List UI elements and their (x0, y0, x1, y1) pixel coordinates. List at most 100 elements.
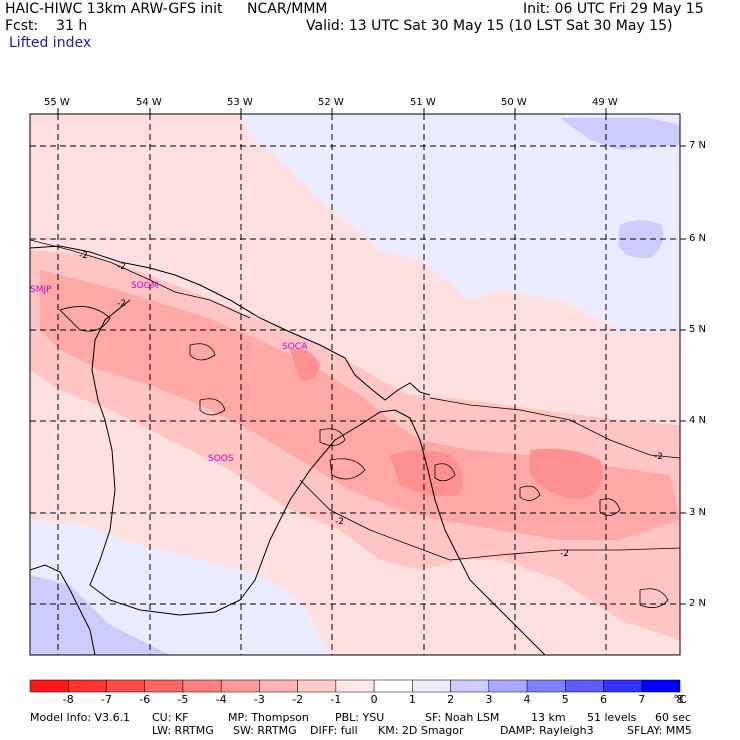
footer-diff: DIFF: full (310, 724, 358, 737)
contour-minus2-h (429, 397, 680, 459)
negative-li-max-2 (530, 448, 603, 500)
colorbar-swatch (526, 679, 566, 693)
footer-sf: SF: Noah LSM (425, 711, 500, 724)
station-label: SMJP (30, 285, 52, 295)
map-fields (30, 114, 680, 655)
colorbar-swatch (220, 679, 260, 693)
contour-minus2-e (319, 428, 346, 446)
map-ticks (57, 108, 686, 605)
colorbar-unit: °C (673, 693, 687, 706)
colorbar-tick-label: -4 (215, 693, 227, 706)
latitude-label: 2 N (689, 598, 707, 609)
station-label: SOOS (208, 454, 234, 464)
latitude-label: 3 N (689, 507, 707, 518)
longitude-label: 52 W (318, 97, 344, 108)
coastline-north (30, 245, 431, 401)
footer-km: KM: 2D Smagor (378, 724, 464, 737)
latitude-label: 6 N (689, 233, 707, 244)
colorbar-tick-label: 5 (561, 693, 569, 706)
colorbar-swatch (488, 679, 528, 693)
country-border (89, 299, 546, 655)
longitude-label: 55 W (44, 97, 70, 108)
model-title: HAIC-HIWC 13km ARW-GFS init (5, 1, 223, 17)
contour-label: -2 (117, 262, 126, 272)
colorbar-tick-label: -1 (330, 693, 342, 706)
colorbar-tick-label: 3 (485, 693, 493, 706)
contour-minus2-l (639, 588, 669, 608)
colorbar-tick-label: -7 (100, 693, 112, 706)
negative-li-max-3 (290, 349, 320, 381)
footer-cu: CU: KF (152, 711, 189, 724)
colorbar-swatch (182, 679, 222, 693)
colorbar-swatch (565, 679, 604, 693)
positive-li-ne (240, 114, 680, 330)
footer-timestep: 60 sec (655, 711, 692, 724)
footer-model-info: Model Info: V3.6.1 (30, 711, 131, 724)
colorbar-tick-label: 1 (408, 693, 416, 706)
colorbar-tick-label: 6 (600, 693, 608, 706)
contour-minus2-f (329, 458, 366, 480)
colorbar-tick-label: 7 (638, 693, 646, 706)
negative-li-max-1 (390, 450, 464, 497)
contour-label: -2 (117, 299, 126, 309)
footer-sflay: SFLAY: MM5 (627, 724, 692, 737)
longitude-label: 53 W (227, 97, 253, 108)
colorbar-tick-label: -8 (62, 693, 74, 706)
colorbar-swatch (67, 679, 107, 693)
colorbar-swatch (412, 679, 451, 693)
contour-label: -2 (79, 251, 88, 261)
footer-resolution: 13 km (531, 711, 566, 724)
contour-minus2-d (199, 398, 226, 416)
latitude-label: 7 N (689, 140, 707, 151)
station-label: SOCA (282, 342, 308, 352)
colorbar-swatch (297, 679, 337, 693)
positive-li-ne-core (560, 118, 680, 150)
contour-label: -2 (335, 517, 344, 527)
colorbar-tick-label: -3 (253, 693, 265, 706)
latitude-label: 4 N (689, 415, 707, 426)
colorbar-swatch (29, 679, 69, 693)
lat-lon-grid (30, 114, 680, 655)
longitude-label: 50 W (501, 97, 527, 108)
contour-minus2-k (599, 498, 621, 516)
colorbar-swatch (259, 679, 298, 693)
footer-sw: SW: RRTMG (233, 724, 297, 737)
map-frame (29, 113, 681, 656)
positive-li-sw-core (30, 575, 170, 655)
longitude-label: 49 W (592, 97, 618, 108)
footer-mp: MP: Thompson (228, 711, 309, 724)
contour-label: -2 (560, 549, 569, 559)
contour-minus2-i (434, 463, 456, 482)
contour-minus2-b (59, 306, 111, 332)
colorbar-tick-label: 0 (370, 693, 378, 706)
colorbar-swatch (603, 679, 643, 693)
colorbar-tick-label: 2 (447, 693, 455, 706)
colorbar-tick-label: -6 (139, 693, 151, 706)
footer-levels: 51 levels (587, 711, 637, 724)
border-southwest (30, 564, 96, 655)
colorbar-swatch (641, 679, 681, 693)
colorbar-tick-label: -5 (177, 693, 189, 706)
contour-minus2-c (189, 343, 216, 361)
contour-minus2-j (519, 485, 541, 501)
contour-label: -2 (654, 452, 663, 462)
colorbar-swatch (106, 679, 145, 693)
latitude-label: 5 N (689, 324, 707, 335)
longitude-label: 51 W (410, 97, 436, 108)
station-label: SOGM (131, 281, 159, 291)
colorbar-tick-label: 4 (523, 693, 531, 706)
footer-pbl: PBL: YSU (335, 711, 385, 724)
colorbar-swatch (335, 679, 375, 693)
colorbar-tick-label: -2 (292, 693, 304, 706)
forecast-hour: Fcst: 31 h (5, 18, 88, 34)
negative-li-core (40, 270, 680, 540)
colorbar-tick-label: 8 (676, 693, 684, 706)
valid-time: Valid: 13 UTC Sat 30 May 15 (10 LST Sat … (306, 18, 673, 34)
longitude-label: 54 W (136, 97, 162, 108)
field-name: Lifted index (9, 35, 92, 51)
footer-lw: LW: RRTMG (152, 724, 214, 737)
colorbar-swatch (144, 679, 184, 693)
colorbar-swatch (450, 679, 490, 693)
contour-minus2-g (299, 479, 680, 561)
